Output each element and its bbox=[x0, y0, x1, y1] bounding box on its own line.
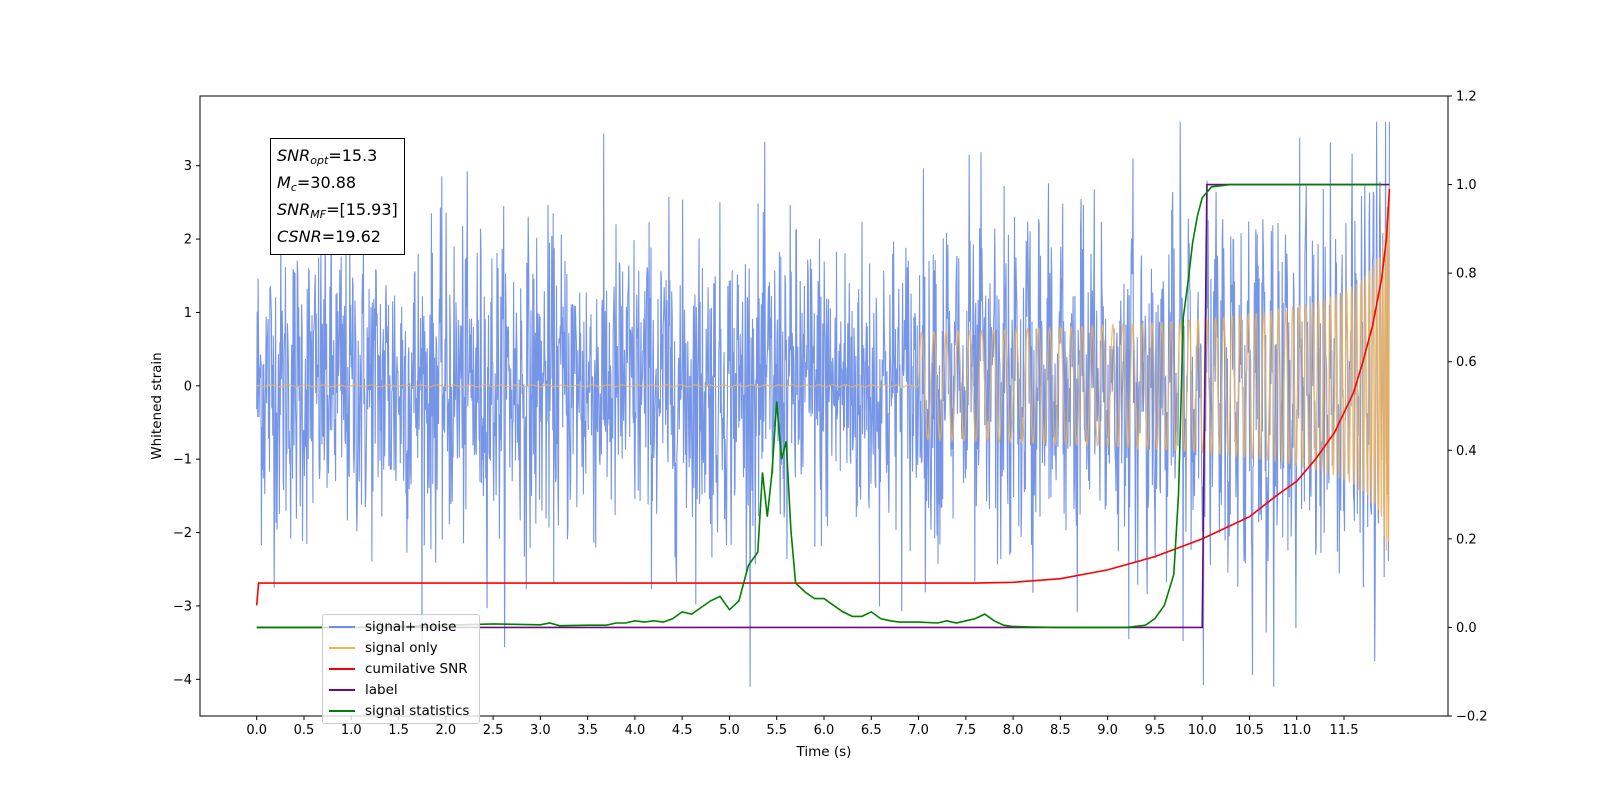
csnr-row: CSNR=19.62 bbox=[277, 227, 381, 246]
x-tick-label: 0.5 bbox=[294, 723, 315, 738]
y-right-tick-label: 0.0 bbox=[1456, 621, 1477, 636]
y-left-tick-label: −3 bbox=[173, 599, 192, 614]
legend-swatch-cumulative-snr bbox=[329, 668, 355, 670]
series-line-cumilative-snr bbox=[255, 188, 1391, 606]
x-axis-ticks: 0.0 0.5 1.0 1.5 2.0 2.5 3.0 3.5 4.0 4.5 5.0 5.5 6.0 6… bbox=[246, 716, 1358, 738]
x-tick-label: 4.0 bbox=[625, 723, 646, 738]
x-tick-label: 5.5 bbox=[766, 723, 787, 738]
series-line-signal-statistics bbox=[256, 183, 1382, 629]
x-tick-label: 4.5 bbox=[672, 723, 693, 738]
y-left-tick-label: −1 bbox=[173, 453, 192, 468]
legend-label-label: label bbox=[365, 682, 398, 698]
legend-swatch-signal-only bbox=[329, 647, 355, 649]
mc-row: Mc=30.88 bbox=[277, 173, 357, 194]
snr-mf-value: =[15.93] bbox=[326, 200, 398, 219]
x-tick-label: 8.5 bbox=[1050, 723, 1071, 738]
y-axis-right-ticks: 1.2 1.0 0.8 0.6 0.4 0.2 0.0 −0.2 bbox=[1448, 90, 1488, 725]
snr-opt-value: =15.3 bbox=[328, 146, 378, 165]
y-right-tick-label: 1.2 bbox=[1456, 90, 1477, 105]
x-tick-label: 0.0 bbox=[246, 723, 267, 738]
y-left-tick-label: −2 bbox=[173, 526, 192, 541]
x-tick-label: 11.0 bbox=[1282, 723, 1311, 738]
y-right-tick-label: 0.6 bbox=[1456, 355, 1477, 370]
x-tick-label: 9.0 bbox=[1097, 723, 1118, 738]
x-tick-label: 11.5 bbox=[1330, 723, 1359, 738]
legend-entry-cumulative-snr: cumilative SNR bbox=[329, 659, 468, 679]
y-right-tick-label: 0.4 bbox=[1456, 444, 1477, 459]
x-tick-label: 5.0 bbox=[719, 723, 740, 738]
snr-opt-row: SNRopt=15.3 bbox=[277, 146, 378, 167]
x-tick-label: 10.0 bbox=[1188, 723, 1217, 738]
y-right-tick-label: 0.8 bbox=[1456, 267, 1477, 282]
x-tick-label: 7.5 bbox=[955, 723, 976, 738]
y-right-tick-label: 1.0 bbox=[1456, 178, 1477, 193]
x-tick-label: 10.5 bbox=[1235, 723, 1264, 738]
csnr-value: =19.62 bbox=[321, 227, 381, 246]
x-tick-label: 1.0 bbox=[341, 723, 362, 738]
legend-entry-signal-only: signal only bbox=[329, 638, 438, 658]
legend-swatch-signal-statistics bbox=[329, 710, 355, 712]
y-left-tick-label: −4 bbox=[173, 673, 192, 688]
stats-annotation-box: SNRopt=15.3 Mc=30.88 SNRMF=[15.93] CSNR=… bbox=[270, 138, 405, 255]
legend-label-signal-statistics: signal statistics bbox=[365, 703, 470, 719]
legend-entry-label: label label only bbox=[329, 680, 398, 714]
legend-swatch-signal-noise bbox=[329, 626, 355, 628]
legend-entry-signal-statistics: signal statistics bbox=[329, 701, 469, 721]
y-left-tick-label: 1 bbox=[184, 306, 192, 321]
mc-value: =30.88 bbox=[296, 173, 357, 192]
legend: signal+ noise signal only cumilative SNR… bbox=[322, 614, 480, 724]
y-axis-left-ticks: 3 2 1 0 −1 −2 −3 −4 bbox=[173, 159, 200, 688]
legend-label-signal-noise: signal+ noise bbox=[365, 619, 457, 635]
series-line-signal-only bbox=[256, 186, 1390, 551]
series-line-signal-noise bbox=[256, 121, 1390, 687]
y-left-tick-label: 2 bbox=[184, 233, 192, 248]
x-axis-label: Time (s) bbox=[796, 744, 852, 760]
legend-entry-signal-noise: signal+ noise bbox=[329, 617, 456, 637]
x-tick-label: 2.0 bbox=[435, 723, 456, 738]
snr-mf-row: SNRMF=[15.93] bbox=[277, 200, 398, 221]
legend-label-signal-only: signal only bbox=[365, 640, 438, 656]
x-tick-label: 8.0 bbox=[1003, 723, 1024, 738]
x-tick-label: 3.5 bbox=[577, 723, 598, 738]
y-right-tick-label: 0.2 bbox=[1456, 532, 1477, 547]
x-tick-label: 1.5 bbox=[388, 723, 409, 738]
y-left-tick-label: 0 bbox=[184, 379, 192, 394]
x-tick-label: 2.5 bbox=[483, 723, 504, 738]
y-right-tick-label: −0.2 bbox=[1456, 710, 1488, 725]
y-left-tick-label: 3 bbox=[184, 159, 192, 174]
x-tick-label: 7.0 bbox=[908, 723, 929, 738]
series-layer bbox=[255, 121, 1391, 687]
x-tick-label: 6.0 bbox=[814, 723, 835, 738]
legend-label-cumulative-snr: cumilative SNR bbox=[365, 661, 468, 677]
x-tick-label: 3.0 bbox=[530, 723, 551, 738]
x-tick-label: 6.5 bbox=[861, 723, 882, 738]
x-tick-label: 9.5 bbox=[1145, 723, 1166, 738]
y-axis-left-label: Whitened strain bbox=[149, 352, 165, 459]
legend-swatch-label bbox=[329, 689, 355, 691]
